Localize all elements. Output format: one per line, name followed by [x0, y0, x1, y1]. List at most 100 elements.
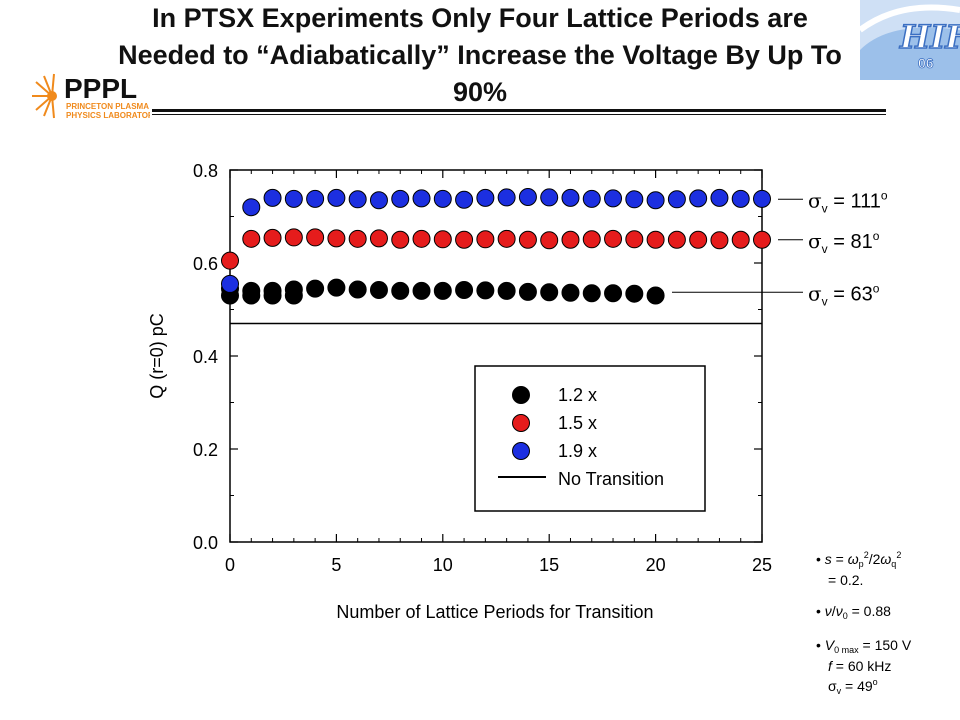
point-1-9-x: [412, 189, 431, 208]
data-points: [221, 187, 771, 305]
point-1-2-x: [263, 281, 282, 300]
page-title: In PTSX Experiments Only Four Lattice Pe…: [118, 3, 842, 107]
note-s: • s = ωp2/2ωq2 = 0.2.: [816, 550, 902, 588]
point-1-9-x: [263, 188, 282, 207]
title-underline: [152, 109, 886, 112]
point-1-5-x: [582, 230, 601, 249]
title-underline-thin: [152, 114, 886, 115]
annotation-label: σv = 63o: [808, 281, 880, 308]
point-1-2-x: [518, 282, 537, 301]
point-1-2-x: [284, 280, 303, 299]
y-tick-label: 0.6: [193, 254, 218, 274]
x-axis-label: Number of Lattice Periods for Transition: [336, 602, 653, 622]
point-1-5-x: [433, 230, 452, 249]
point-1-5-x: [221, 251, 239, 270]
point-1-9-x: [689, 189, 708, 208]
legend-label: 1.2 x: [558, 385, 597, 405]
note-s-symbol: s: [824, 551, 832, 567]
point-1-9-x: [582, 189, 601, 208]
point-1-5-x: [497, 229, 516, 248]
axis-ticks: 0 5 10 15 20 25 0.0 0.2 0.4 0.6 0.8: [193, 161, 772, 575]
point-1-9-x: [455, 190, 474, 209]
x-tick-label: 25: [752, 555, 772, 575]
point-1-5-x: [369, 229, 388, 248]
point-1-2-x: [646, 286, 665, 305]
point-1-2-x: [391, 281, 410, 300]
point-1-2-x: [561, 283, 580, 302]
point-1-2-x: [540, 283, 559, 302]
x-tick-label: 5: [331, 555, 341, 575]
y-tick-label: 0.8: [193, 161, 218, 181]
point-1-5-x: [412, 229, 431, 248]
point-1-5-x: [625, 230, 644, 249]
point-1-5-x: [476, 230, 495, 249]
y-tick-label: 0.2: [193, 440, 218, 460]
point-1-9-x: [646, 191, 665, 210]
point-1-5-x: [348, 229, 367, 248]
legend: 1.2 x 1.5 x 1.9 x No Transition: [474, 365, 706, 512]
point-1-5-x: [753, 230, 771, 249]
point-1-9-x: [433, 189, 452, 208]
point-1-2-x: [476, 281, 495, 300]
y-axis-label: Q (r=0) pC: [147, 313, 167, 399]
note-s-value: = 0.2.: [828, 572, 864, 588]
point-1-9-x: [604, 189, 623, 208]
point-1-5-x: [306, 228, 325, 247]
point-1-5-x: [455, 230, 474, 249]
y-tick-label: 0.4: [193, 347, 218, 367]
point-1-2-x: [348, 280, 367, 299]
point-1-9-x: [327, 188, 346, 207]
point-1-9-x: [476, 188, 495, 207]
point-1-9-x: [518, 187, 537, 206]
point-1-5-x: [689, 230, 708, 249]
point-1-9-x: [753, 189, 771, 208]
pppl-logo-sub1: PRINCETON PLASMA: [66, 102, 149, 111]
x-tick-label: 10: [433, 555, 453, 575]
legend-marker: [512, 442, 530, 460]
point-1-5-x: [667, 230, 686, 249]
point-1-9-x: [497, 188, 516, 207]
x-tick-label: 20: [646, 555, 666, 575]
point-1-5-x: [731, 230, 750, 249]
point-1-5-x: [263, 228, 282, 247]
point-1-2-x: [604, 284, 623, 303]
point-1-5-x: [391, 230, 410, 249]
hif-logo-year: 06: [918, 55, 934, 71]
legend-box: [474, 365, 706, 512]
x-tick-label: 0: [225, 555, 235, 575]
point-1-9-x: [710, 188, 729, 207]
point-1-9-x: [221, 274, 239, 293]
point-1-2-x: [497, 281, 516, 300]
point-1-2-x: [327, 278, 346, 297]
point-1-5-x: [710, 231, 729, 250]
point-1-9-x: [667, 190, 686, 209]
hif-logo: HIF 06: [860, 0, 960, 80]
pppl-logo-sub2: PHYSICS LABORATORY: [66, 111, 150, 120]
x-tick-label: 15: [539, 555, 559, 575]
point-1-2-x: [455, 280, 474, 299]
point-1-5-x: [604, 229, 623, 248]
point-1-9-x: [306, 189, 325, 208]
annotation-label: σv = 111o: [808, 188, 888, 215]
point-1-9-x: [242, 198, 261, 217]
legend-marker: [512, 414, 530, 432]
point-1-5-x: [518, 230, 537, 249]
point-1-5-x: [242, 229, 261, 248]
y-tick-label: 0.0: [193, 533, 218, 553]
point-1-9-x: [731, 189, 750, 208]
point-1-5-x: [561, 230, 580, 249]
note-nu: • ν/ν0 = 0.88: [816, 603, 891, 621]
legend-label: 1.9 x: [558, 441, 597, 461]
pppl-logo: PPPL PRINCETON PLASMA PHYSICS LABORATORY: [32, 73, 150, 120]
point-1-5-x: [284, 228, 303, 247]
legend-label: No Transition: [558, 469, 664, 489]
hif-logo-text: HIF: [899, 18, 960, 56]
pppl-logo-text: PPPL: [64, 73, 137, 104]
annotation-label: σv = 81o: [808, 229, 880, 256]
point-1-5-x: [540, 231, 559, 250]
point-1-5-x: [646, 230, 665, 249]
point-1-2-x: [306, 279, 325, 298]
point-1-9-x: [284, 189, 303, 208]
note-params: • V0 max = 150 V f = 60 kHz σv = 49o: [816, 637, 912, 696]
